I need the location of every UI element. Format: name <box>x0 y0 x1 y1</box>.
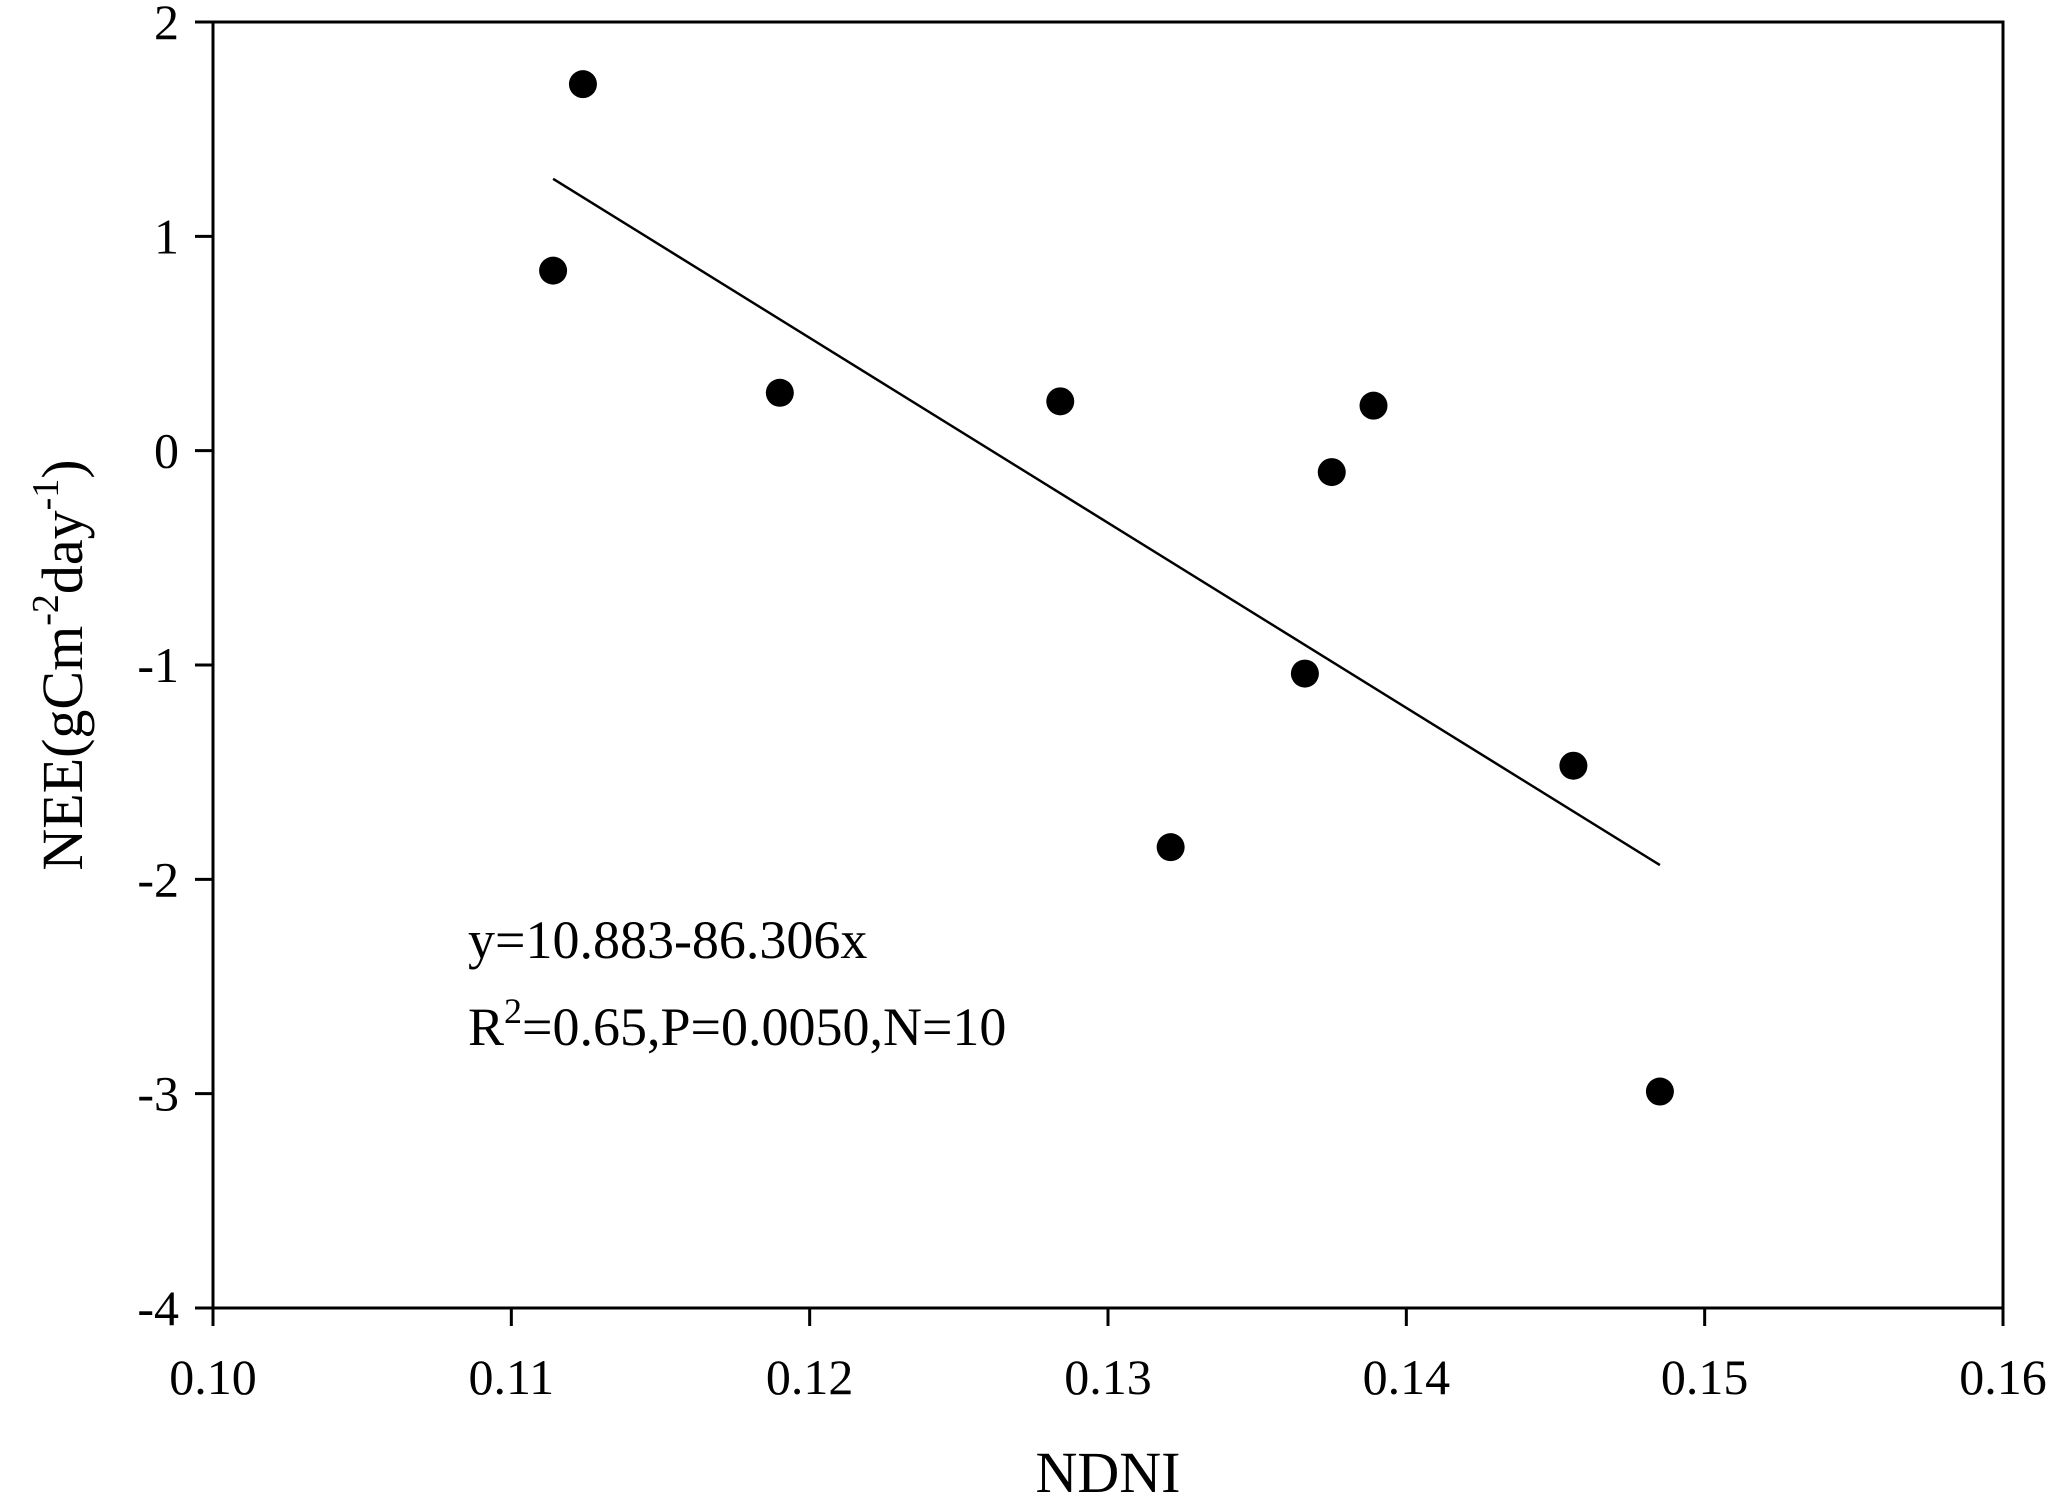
data-point <box>1317 458 1346 487</box>
data-point <box>568 70 597 99</box>
x-tick-label: 0.10 <box>169 1349 257 1405</box>
data-point <box>1290 659 1319 688</box>
x-tick-label: 0.14 <box>1363 1349 1451 1405</box>
y-title-superscript: -2 <box>25 594 67 626</box>
stats-values: =0.65,P=0.0050,N=10 <box>522 997 1006 1057</box>
x-tick-label: 0.13 <box>1064 1349 1152 1405</box>
y-axis-ticks: -4 -3 -2 -1 0 1 2 <box>137 0 213 1336</box>
x-axis-ticks: 0.10 0.11 0.12 0.13 0.14 0.15 0.16 <box>169 1308 2047 1405</box>
data-point <box>1156 833 1185 862</box>
r-symbol: R <box>468 997 504 1057</box>
x-tick-label: 0.16 <box>1959 1349 2047 1405</box>
y-tick-label: 2 <box>154 0 179 50</box>
y-tick-label: -1 <box>137 637 179 693</box>
y-title-superscript: -1 <box>25 479 67 511</box>
data-point <box>1645 1077 1674 1106</box>
y-tick-label: 1 <box>154 208 179 264</box>
x-tick-label: 0.12 <box>766 1349 854 1405</box>
y-tick-label: -3 <box>137 1066 179 1122</box>
r-superscript: 2 <box>504 991 522 1031</box>
data-point <box>1559 751 1588 780</box>
y-tick-label: -4 <box>137 1280 179 1336</box>
y-title-text: NEE(gCm <box>30 626 95 871</box>
plot-frame <box>211 20 2005 1310</box>
x-tick-label: 0.15 <box>1661 1349 1749 1405</box>
regression-equation: y=10.883-86.306x <box>468 910 867 970</box>
y-title-text: day <box>30 510 95 594</box>
data-points <box>539 70 1674 1106</box>
data-point <box>765 378 794 407</box>
regression-line <box>552 177 1661 867</box>
regression-line-group <box>552 177 1661 867</box>
x-tick-label: 0.11 <box>469 1349 555 1405</box>
y-tick-label: 0 <box>154 423 179 479</box>
data-point <box>1046 387 1075 416</box>
regression-stats: R2=0.65,P=0.0050,N=10 <box>468 991 1006 1057</box>
y-title-text: ) <box>30 459 95 478</box>
x-axis-title: NDNI <box>1036 1440 1181 1502</box>
y-axis-title: NEE(gCm-2day-1) <box>25 459 95 870</box>
y-tick-label: -2 <box>137 851 179 907</box>
data-point <box>539 256 568 285</box>
data-point <box>1359 391 1388 420</box>
